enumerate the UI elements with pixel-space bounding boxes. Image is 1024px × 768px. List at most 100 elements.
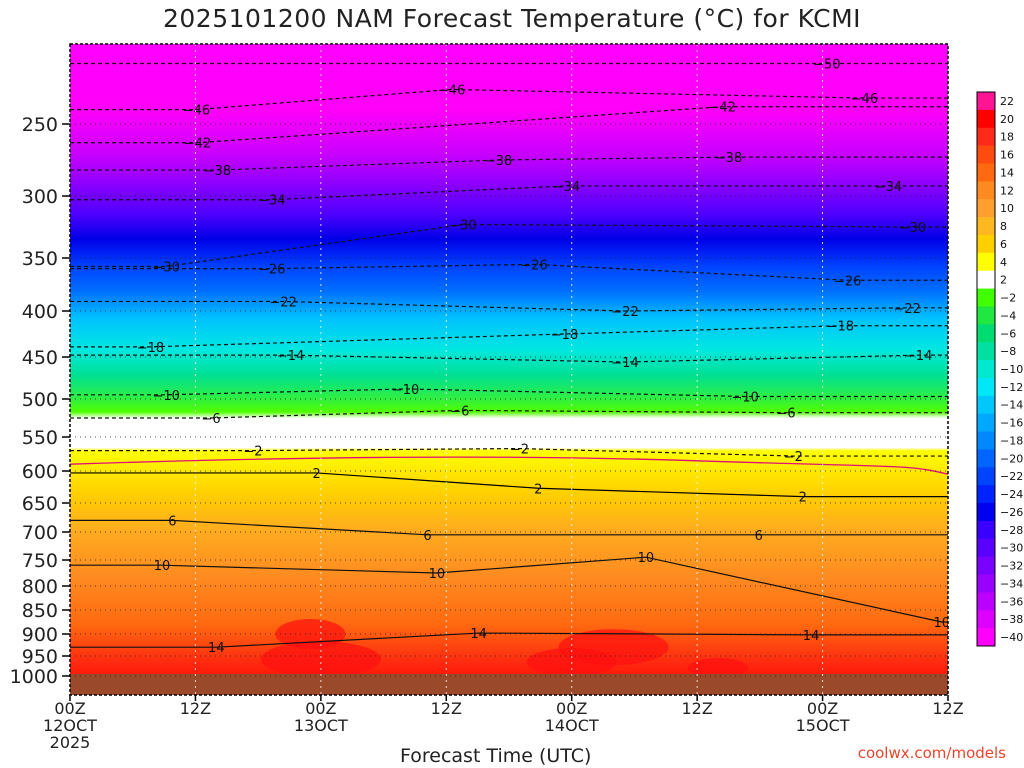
colorbar-swatch: [977, 360, 995, 379]
colorbar-swatch: [977, 395, 995, 415]
colorbar-swatch: [977, 109, 995, 129]
x-tick-label: 2025: [50, 733, 91, 752]
contour-label: −46: [183, 104, 210, 119]
colorbar-label: −26: [1000, 506, 1023, 519]
contour-label: 2: [534, 482, 542, 497]
colorbar-label: −22: [1000, 470, 1023, 483]
contour-2: [70, 472, 948, 498]
contour-label: 10: [429, 567, 446, 582]
contour-label: 10: [154, 559, 171, 574]
x-tick-label: 13OCT: [294, 716, 348, 735]
colorbar-label: −28: [1000, 524, 1023, 537]
colorbar: 22 20 18 16 14 12 10 8 6 4 2 −2 −4 −6 −8 −10 −12 −14 −16 −1…: [976, 91, 1023, 647]
x-tick-label: 00Z: [305, 699, 336, 718]
axes: 2503003504004505005506006507007508008509…: [10, 43, 964, 752]
x-tick-label: 00Z: [54, 699, 85, 718]
y-tick-label: 900: [22, 624, 58, 646]
contour--38: [70, 156, 948, 171]
y-tick-label: 500: [22, 389, 58, 411]
colorbar-swatch: [977, 145, 995, 164]
colorbar-label: −10: [1000, 363, 1023, 376]
contour-label: 10: [933, 616, 950, 631]
colorbar-swatch: [977, 270, 995, 290]
colorbar-label: −12: [1000, 381, 1023, 394]
colorbar-swatch: [977, 520, 995, 540]
contour-label: −30: [899, 221, 926, 236]
ground-strip: [70, 674, 948, 695]
colorbar-swatch: [977, 342, 995, 361]
colorbar-label: −24: [1000, 488, 1023, 501]
x-tick-label: 12Z: [431, 699, 462, 718]
x-tick-label: 00Z: [807, 699, 838, 718]
colorbar-swatch: [977, 127, 995, 147]
contour-label: −14: [611, 356, 638, 371]
colorbar-label: 2: [1000, 274, 1007, 287]
colorbar-label: 14: [1000, 166, 1014, 179]
contour--10: [70, 388, 948, 398]
colorbar-swatch: [977, 324, 995, 343]
y-tick-label: 800: [22, 576, 58, 598]
plot-frame: [69, 43, 949, 696]
colorbar-swatch: [977, 306, 995, 325]
credit-link[interactable]: coolwx.com/models: [857, 744, 1006, 762]
contour--14: [70, 354, 948, 363]
contour--46: [70, 88, 948, 111]
colorbar-swatch: [977, 288, 995, 307]
contour--2: [70, 447, 948, 457]
colorbar-label: −38: [1000, 613, 1023, 626]
warm-core-2: [688, 658, 749, 678]
contour-label: −26: [834, 274, 861, 289]
contour-label: −18: [137, 341, 164, 356]
contour-label: −6: [450, 404, 469, 419]
x-axis-title: Forecast Time (UTC): [400, 745, 592, 767]
colorbar-label: −34: [1000, 577, 1023, 590]
contour--26: [70, 263, 948, 281]
colorbar-label: 12: [1000, 184, 1014, 197]
contour-label: 10: [638, 551, 655, 566]
x-tick-label: 12Z: [180, 699, 211, 718]
contour-label: 2: [313, 467, 321, 482]
y-tick-label: 450: [22, 347, 58, 369]
y-tick-label: 850: [22, 600, 58, 622]
colorbar-swatch: [977, 217, 995, 236]
contour-label: 6: [423, 529, 431, 544]
contour-label: −42: [184, 137, 211, 152]
colorbar-swatch: [977, 252, 995, 272]
y-tick-label: 250: [22, 114, 58, 136]
y-tick-label: 600: [22, 461, 58, 483]
colorbar-label: 4: [1000, 256, 1007, 269]
y-tick-label: 700: [22, 522, 58, 544]
contour-label: −14: [905, 349, 932, 364]
colorbar-swatch: [977, 92, 995, 111]
y-tick-label: 550: [22, 427, 58, 449]
colorbar-swatch: [977, 181, 995, 200]
contour-label: −30: [152, 260, 179, 275]
colorbar-label: 8: [1000, 220, 1007, 233]
colorbar-swatch: [977, 556, 995, 576]
contour-label: −42: [709, 101, 736, 116]
contour-14: [70, 632, 948, 648]
contour-label: −18: [827, 320, 854, 335]
contour-label: −2: [784, 450, 803, 465]
temperature-field: [70, 44, 948, 695]
colorbar-label: −30: [1000, 542, 1023, 555]
colorbar-swatch: [977, 592, 995, 611]
warm-core-4: [558, 629, 669, 666]
x-tick-label: 00Z: [556, 699, 587, 718]
x-tick-label: 14OCT: [545, 716, 599, 735]
contour-label: −34: [553, 180, 580, 195]
contour-label: −10: [392, 383, 419, 398]
y-tick-label: 650: [22, 493, 58, 515]
contour--34: [70, 185, 948, 201]
contour-label: −50: [813, 58, 840, 73]
contour-10: [70, 556, 948, 623]
contour-label: 14: [470, 627, 487, 642]
y-tick-label: 1000: [10, 666, 58, 688]
contour-label: −22: [894, 302, 921, 317]
contour-label: −30: [449, 219, 476, 234]
colorbar-label: 16: [1000, 149, 1014, 162]
contour--42: [70, 106, 948, 144]
contour--6: [70, 409, 948, 419]
colorbar-label: −2: [1000, 292, 1016, 305]
